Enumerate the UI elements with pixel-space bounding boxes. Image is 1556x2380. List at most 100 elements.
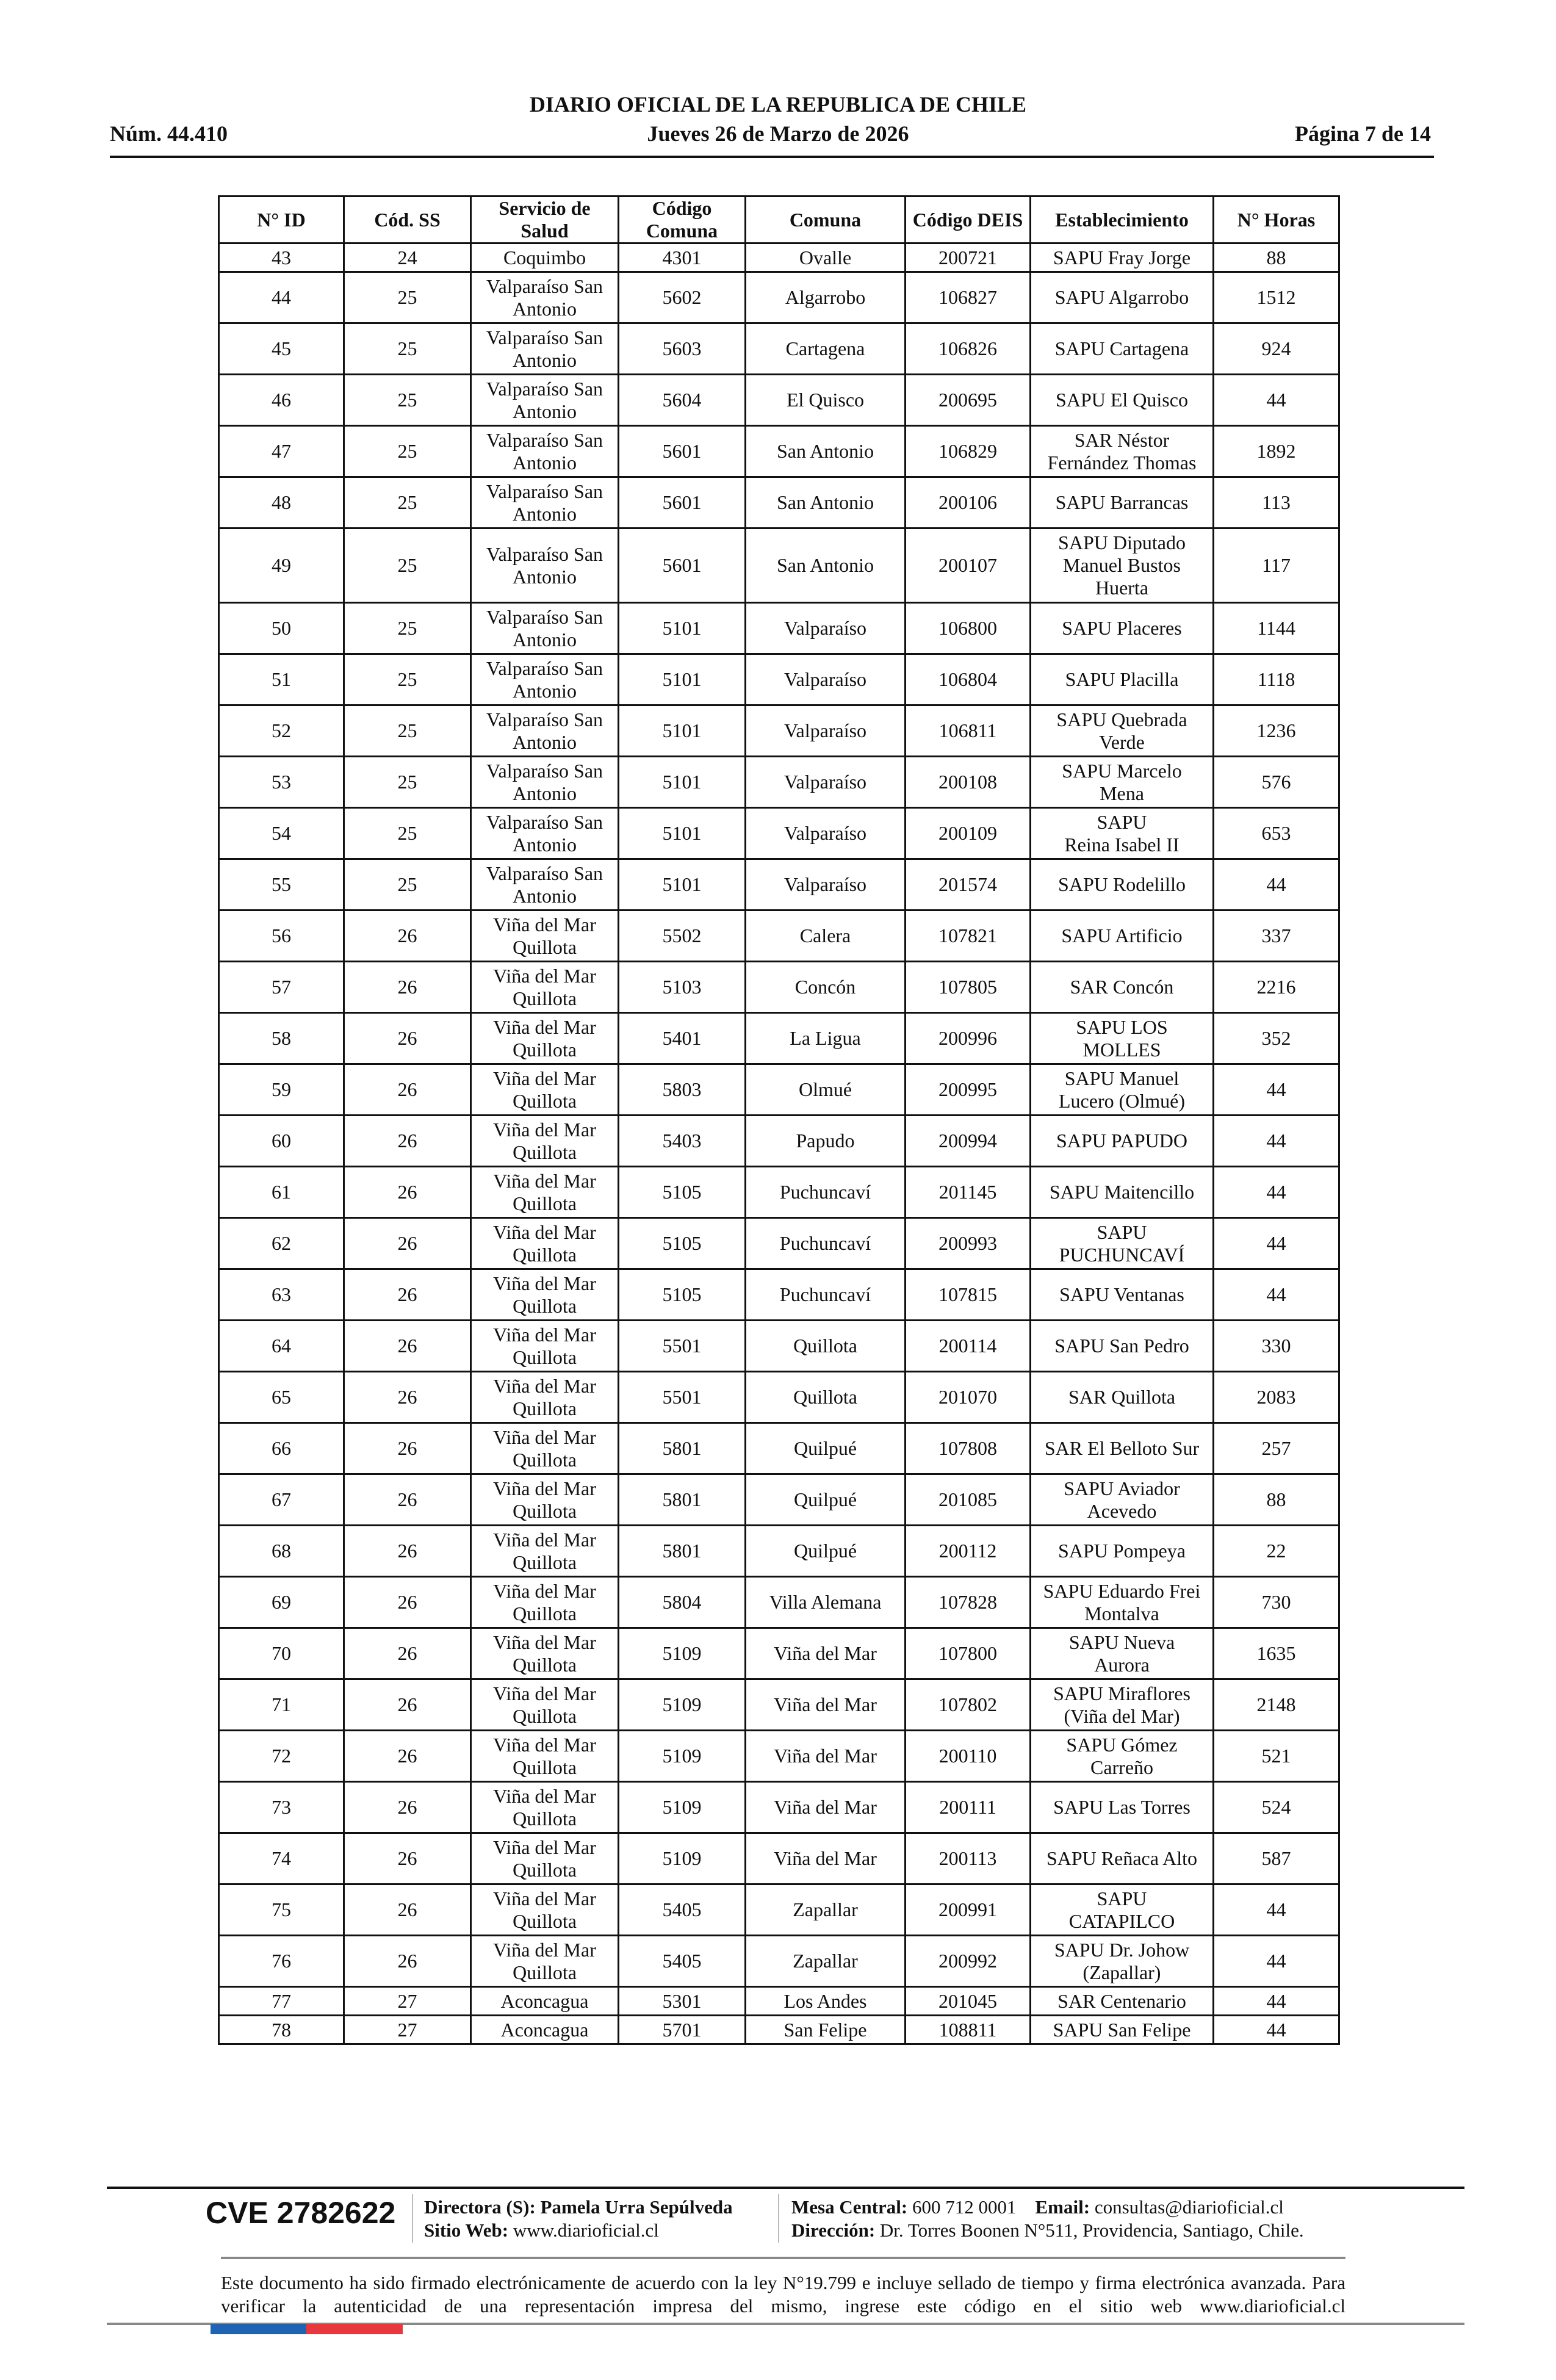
cell-cod-ss: 25	[343, 271, 472, 324]
cell-horas: 117	[1212, 527, 1340, 604]
table-row: 63 26 Viña del Mar Quillota 5105 Puchuncaví 1…	[218, 1268, 1340, 1321]
cell-id: 50	[218, 602, 345, 655]
cell-codigo-deis: 200111	[904, 1781, 1031, 1834]
cell-id: 55	[218, 858, 345, 911]
cell-horas: 1892	[1212, 425, 1340, 478]
cell-cod-ss: 25	[343, 704, 472, 757]
cell-codigo-comuna: 5701	[618, 2014, 746, 2045]
cell-id: 61	[218, 1166, 345, 1219]
cell-horas: 44	[1212, 858, 1340, 911]
cell-horas: 257	[1212, 1422, 1340, 1475]
cell-codigo-comuna: 5105	[618, 1166, 746, 1219]
cell-horas: 113	[1212, 476, 1340, 529]
cell-id: 58	[218, 1012, 345, 1065]
email-link[interactable]: consultas@diarioficial.cl	[1094, 2196, 1284, 2218]
cell-establecimiento: SAPU Fray Jorge	[1029, 242, 1214, 273]
cell-codigo-deis: 200107	[904, 527, 1031, 604]
cell-servicio-salud: Viña del Mar Quillota	[470, 1268, 619, 1321]
cell-codigo-comuna: 5603	[618, 322, 746, 375]
cell-horas: 88	[1212, 1473, 1340, 1526]
cell-cod-ss: 26	[343, 1678, 472, 1731]
cell-codigo-comuna: 5804	[618, 1576, 746, 1629]
cell-cod-ss: 27	[343, 2014, 472, 2045]
column-header-horas: N° Horas	[1212, 195, 1340, 244]
cell-horas: 44	[1212, 373, 1340, 427]
table-row: 48 25 Valparaíso San Antonio 5601 San Antoni…	[218, 476, 1340, 529]
cell-servicio-salud: Valparaíso San Antonio	[470, 425, 619, 478]
email-label: Email:	[1035, 2196, 1090, 2218]
cell-codigo-deis: 106829	[904, 425, 1031, 478]
cell-comuna: Villa Alemana	[744, 1576, 906, 1629]
issue-date: Jueves 26 de Marzo de 2026	[647, 121, 909, 146]
table-row: 66 26 Viña del Mar Quillota 5801 Quilpué 1078…	[218, 1422, 1340, 1475]
cell-comuna: Viña del Mar	[744, 1781, 906, 1834]
cell-servicio-salud: Viña del Mar Quillota	[470, 1012, 619, 1065]
table-row: 64 26 Viña del Mar Quillota 5501 Quillota 200…	[218, 1319, 1340, 1372]
cell-comuna: La Ligua	[744, 1012, 906, 1065]
cell-horas: 1635	[1212, 1627, 1340, 1680]
cell-horas: 521	[1212, 1729, 1340, 1783]
cell-id: 69	[218, 1576, 345, 1629]
cell-codigo-deis: 106826	[904, 322, 1031, 375]
cell-cod-ss: 26	[343, 1883, 472, 1936]
cell-horas: 330	[1212, 1319, 1340, 1372]
cell-cod-ss: 26	[343, 1012, 472, 1065]
cell-codigo-deis: 107805	[904, 961, 1031, 1014]
flag-stripe-blue	[211, 2324, 306, 2334]
cell-codigo-comuna: 5801	[618, 1422, 746, 1475]
table-row: 77 27 Aconcagua 5301 Los Andes 201045 SAR Cent…	[218, 1986, 1340, 2016]
website-line: Sitio Web: www.diarioficial.cl	[424, 2219, 659, 2241]
cell-codigo-comuna: 5301	[618, 1986, 746, 2016]
cell-comuna: Puchuncaví	[744, 1217, 906, 1270]
cell-horas: 1144	[1212, 602, 1340, 655]
cell-codigo-comuna: 5109	[618, 1729, 746, 1783]
cell-horas: 44	[1212, 1166, 1340, 1219]
cell-codigo-deis: 201045	[904, 1986, 1031, 2016]
cell-servicio-salud: Viña del Mar Quillota	[470, 1217, 619, 1270]
cell-codigo-comuna: 5601	[618, 527, 746, 604]
cell-codigo-deis: 200695	[904, 373, 1031, 427]
cell-cod-ss: 26	[343, 961, 472, 1014]
table-row: 78 27 Aconcagua 5701 San Felipe 108811 SAPU Sa…	[218, 2014, 1340, 2045]
cell-establecimiento: SAPU San Pedro	[1029, 1319, 1214, 1372]
cell-horas: 44	[1212, 1986, 1340, 2016]
cell-codigo-comuna: 5101	[618, 602, 746, 655]
cell-id: 75	[218, 1883, 345, 1936]
table-row: 74 26 Viña del Mar Quillota 5109 Viña del Ma…	[218, 1832, 1340, 1885]
cell-codigo-deis: 200721	[904, 242, 1031, 273]
cell-servicio-salud: Valparaíso San Antonio	[470, 476, 619, 529]
table-row: 73 26 Viña del Mar Quillota 5109 Viña del Ma…	[218, 1781, 1340, 1834]
cell-servicio-salud: Viña del Mar Quillota	[470, 1883, 619, 1936]
cell-codigo-comuna: 5604	[618, 373, 746, 427]
cell-establecimiento: SAPU Eduardo Frei Montalva	[1029, 1576, 1214, 1629]
cell-comuna: Puchuncaví	[744, 1268, 906, 1321]
cell-comuna: Calera	[744, 909, 906, 962]
cell-servicio-salud: Viña del Mar Quillota	[470, 1832, 619, 1885]
cell-codigo-deis: 106811	[904, 704, 1031, 757]
cell-servicio-salud: Aconcagua	[470, 1986, 619, 2016]
website-link[interactable]: www.diarioficial.cl	[513, 2220, 659, 2241]
cell-establecimiento: SAPU Algarrobo	[1029, 271, 1214, 324]
cell-cod-ss: 27	[343, 1986, 472, 2016]
director-label: Directora (S):	[424, 2196, 536, 2218]
cell-comuna: Puchuncaví	[744, 1166, 906, 1219]
cell-cod-ss: 26	[343, 1576, 472, 1629]
table-row: 68 26 Viña del Mar Quillota 5801 Quilpué 2001…	[218, 1524, 1340, 1578]
cell-codigo-deis: 200992	[904, 1935, 1031, 1988]
cell-servicio-salud: Valparaíso San Antonio	[470, 858, 619, 911]
footer-divider-inner	[221, 2257, 1345, 2259]
cell-horas: 44	[1212, 1217, 1340, 1270]
table-row: 53 25 Valparaíso San Antonio 5101 Valparaíso…	[218, 755, 1340, 809]
cell-codigo-deis: 200996	[904, 1012, 1031, 1065]
cell-comuna: San Antonio	[744, 527, 906, 604]
newspaper-title: DIARIO OFICIAL DE LA REPUBLICA DE CHILE	[529, 92, 1027, 117]
cell-establecimiento: SAPU Reina Isabel II	[1029, 807, 1214, 860]
cell-codigo-comuna: 5801	[618, 1524, 746, 1578]
cell-comuna: Viña del Mar	[744, 1832, 906, 1885]
cell-id: 59	[218, 1063, 345, 1116]
cell-establecimiento: SAPU CATAPILCO	[1029, 1883, 1214, 1936]
cell-establecimiento: SAPU PUCHUNCAVÍ	[1029, 1217, 1214, 1270]
cell-comuna: Valparaíso	[744, 602, 906, 655]
cell-servicio-salud: Viña del Mar Quillota	[470, 1319, 619, 1372]
cell-horas: 1118	[1212, 653, 1340, 706]
